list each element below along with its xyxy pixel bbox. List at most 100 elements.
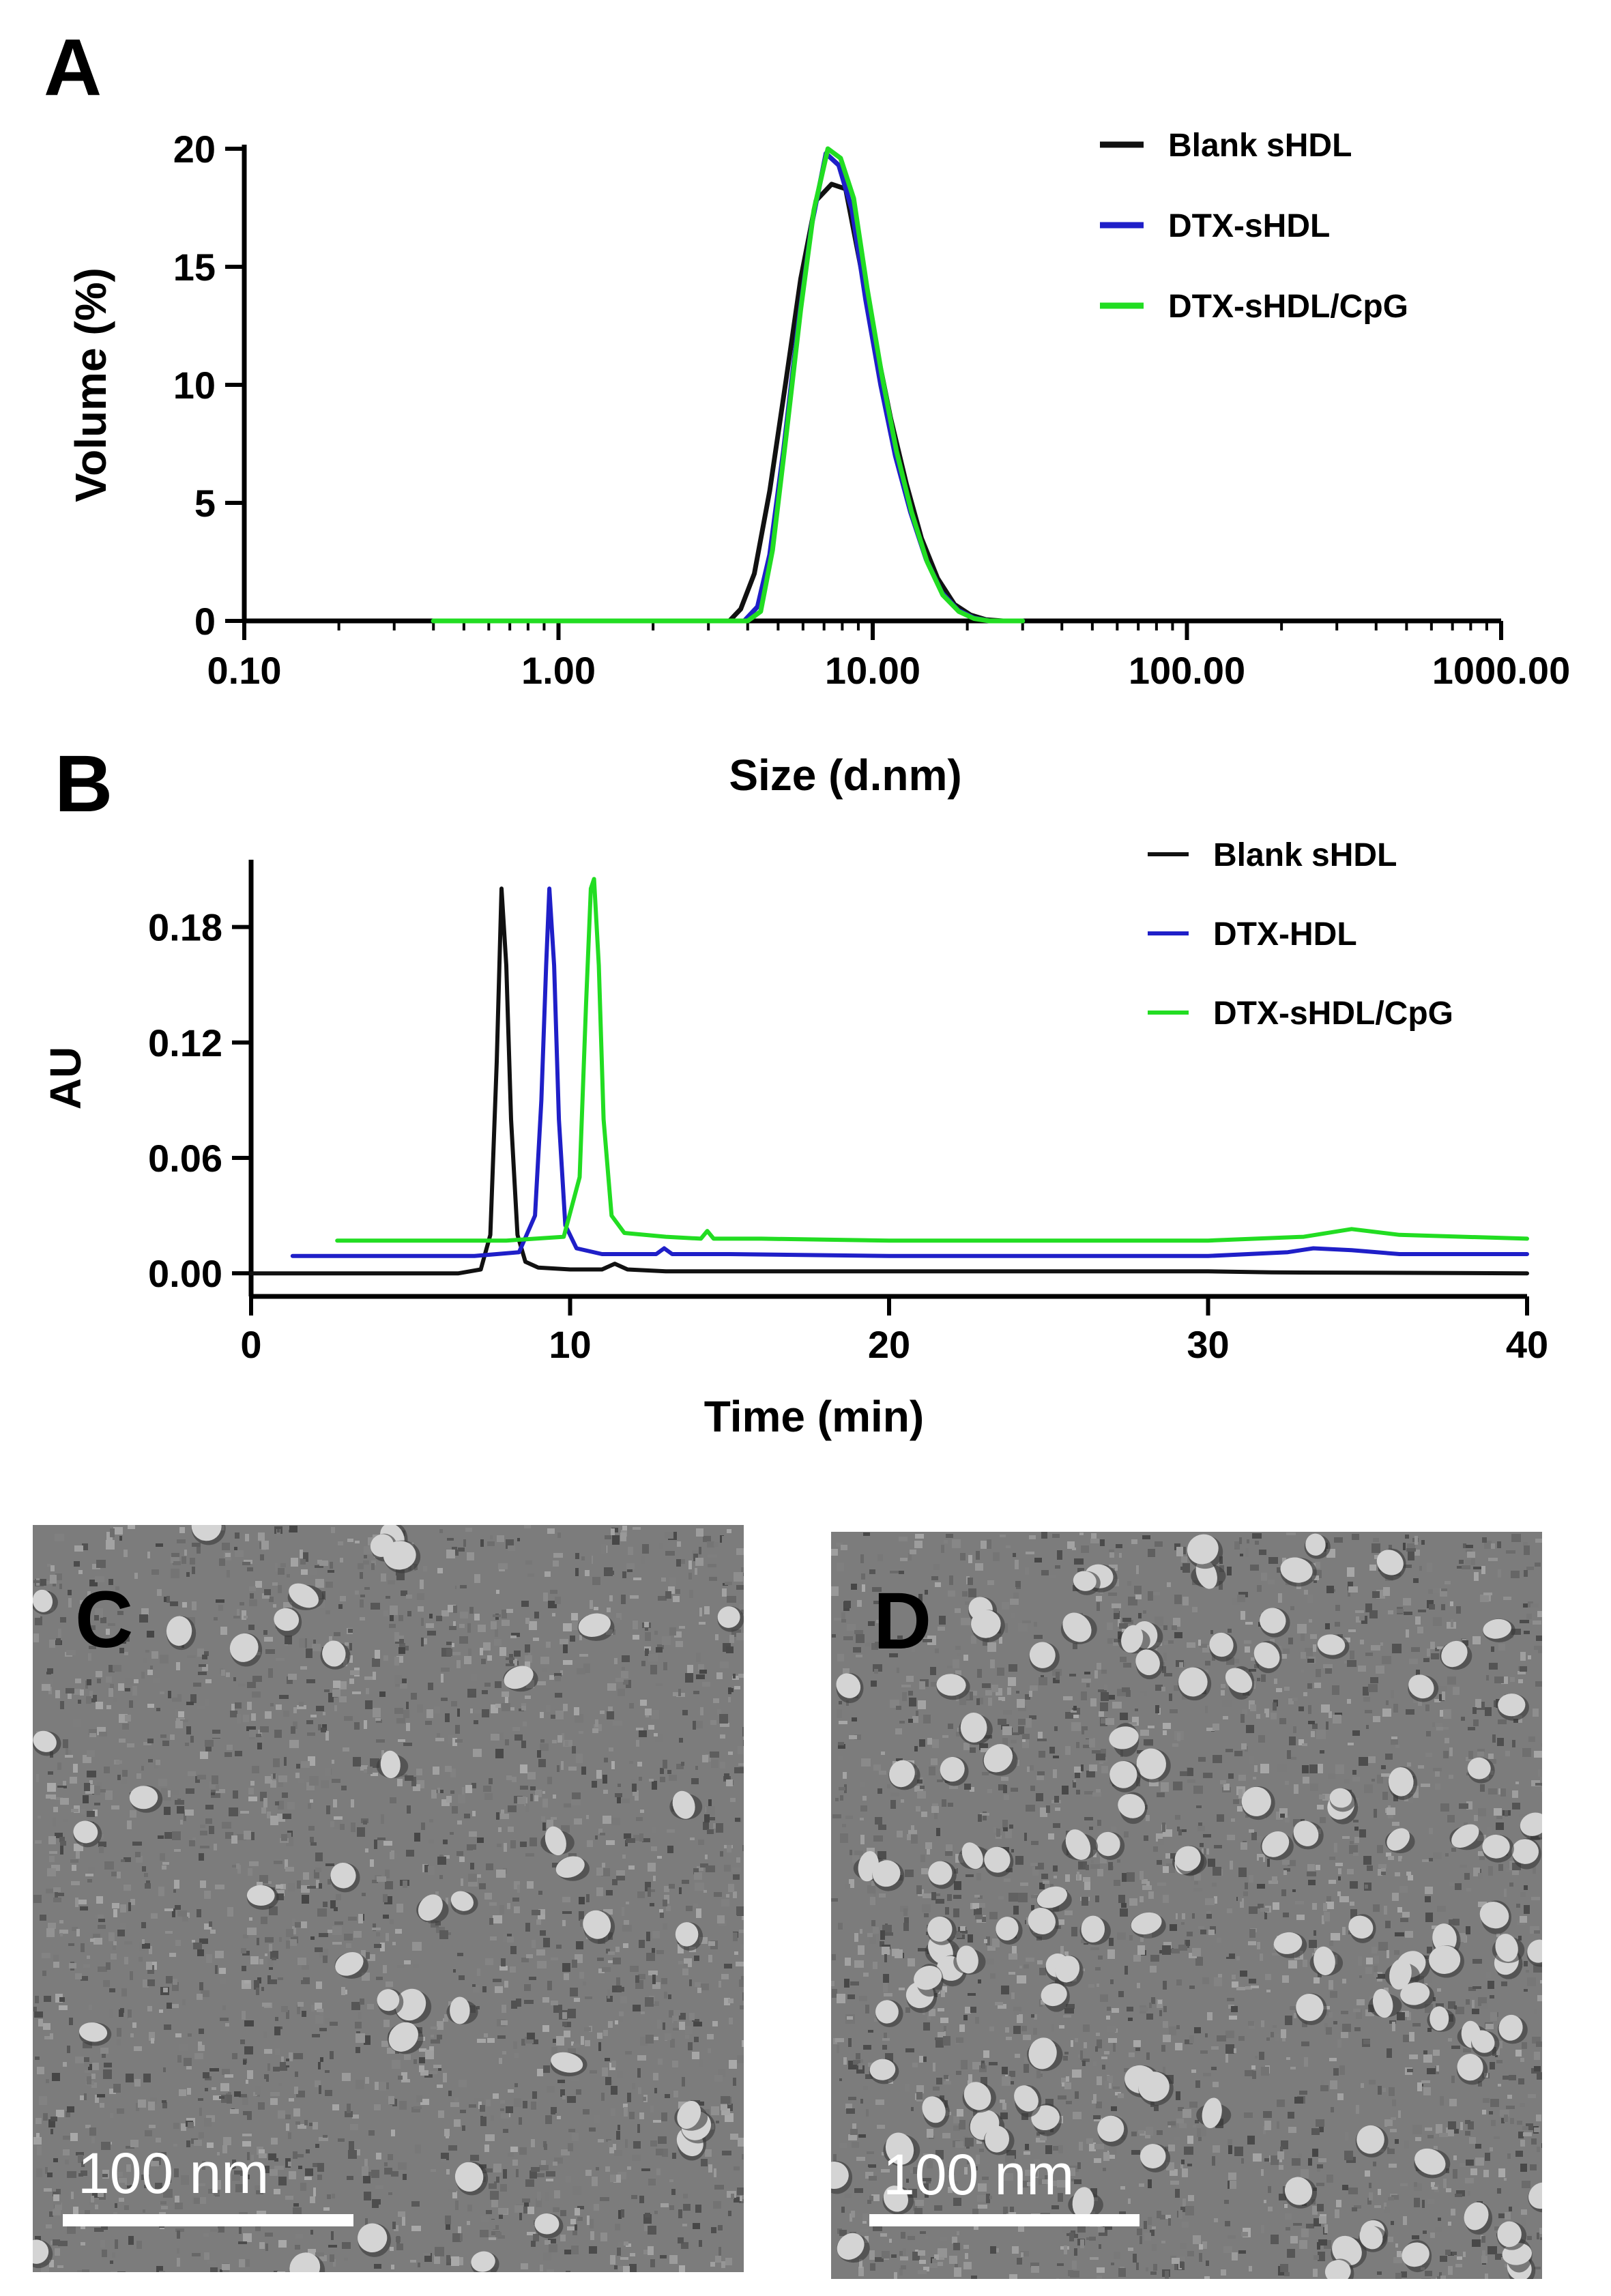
scale-bar-d [869, 2214, 1140, 2226]
y-tick-label: 5 [194, 482, 216, 525]
y-tick-label: 0 [194, 600, 216, 643]
particle [1498, 1694, 1526, 1717]
particle [454, 2162, 484, 2192]
legend-label: DTX-sHDL/CpG [1213, 996, 1453, 1032]
particle [1187, 1534, 1219, 1565]
particle [1511, 1839, 1539, 1864]
particle [1359, 2225, 1383, 2250]
x-tick-label: 10.00 [825, 649, 920, 692]
particle [1138, 2072, 1170, 2102]
particle [836, 1673, 861, 1698]
particle [1317, 1634, 1346, 1655]
particle [578, 1613, 611, 1637]
particle [395, 1988, 426, 2021]
particle [1209, 1632, 1234, 1657]
particle [936, 1674, 966, 1696]
particle [1280, 1557, 1313, 1583]
tem-image-d: D 100 nm [831, 1532, 1542, 2279]
particle [1479, 1902, 1509, 1929]
legend-label: DTX-sHDL/CpG [1168, 289, 1408, 325]
particle [1055, 1956, 1080, 1983]
particle [963, 2082, 991, 2110]
particle [1081, 1915, 1105, 1943]
scale-bar-label-d: 100 nm [883, 2142, 1075, 2207]
particle [1387, 1828, 1410, 1851]
particle [1388, 1767, 1414, 1797]
particle [1225, 1668, 1253, 1694]
particle [956, 1945, 978, 1974]
particle [555, 1856, 585, 1878]
particle [322, 1640, 346, 1667]
particle [418, 1894, 443, 1921]
particle [583, 1910, 611, 1939]
particle [1140, 2144, 1166, 2168]
particle [1062, 1612, 1092, 1642]
particle [289, 1583, 319, 1608]
tem-texture-c [33, 1525, 744, 2272]
particle [1527, 1939, 1542, 1963]
particle [1118, 1794, 1146, 1818]
particle [551, 2052, 583, 2073]
particle [869, 2059, 896, 2080]
particle [1121, 1625, 1144, 1653]
particle [1457, 2054, 1483, 2081]
particle [166, 1616, 192, 1646]
particle [1174, 1846, 1201, 1872]
particle [984, 1846, 1011, 1873]
particle [1073, 1571, 1097, 1591]
panel-letter-b: B [55, 739, 113, 829]
x-tick-label: 40 [1506, 1323, 1548, 1366]
y-tick-label: 0.00 [148, 1252, 222, 1295]
particle [677, 2101, 701, 2130]
particle [1241, 1786, 1271, 1816]
series-line [431, 146, 1026, 624]
particle [330, 1862, 356, 1889]
particle [1348, 1915, 1374, 1939]
particle [1202, 2097, 1222, 2129]
particle [1441, 1640, 1468, 1668]
particle [246, 1885, 275, 1906]
particle [1389, 1958, 1412, 1990]
chart-b-chromatogram: 0.00 0.06 0.12 0.18 0 10 20 30 40 Time (min) AU Bla… [41, 837, 1548, 1441]
particle [1451, 1824, 1479, 1848]
x-tick-label: 20 [868, 1323, 910, 1366]
particle [129, 1786, 158, 1810]
particle [33, 1730, 57, 1752]
particle [1467, 1757, 1491, 1779]
particle [1471, 2030, 1495, 2053]
particle [1314, 1946, 1335, 1975]
particle [831, 2161, 849, 2190]
chart-a-size-distribution: 0 5 10 15 20 0.10 1.00 10.00 100.00 1000.00 Size (… [66, 128, 1570, 800]
particle [380, 1750, 401, 1779]
particle [1028, 2037, 1057, 2069]
particle [1262, 1831, 1290, 1857]
particle [33, 2239, 49, 2264]
particle [1376, 1550, 1404, 1575]
tem-texture-d [831, 1532, 1542, 2279]
particle [885, 2132, 914, 2165]
particle [961, 1842, 983, 1870]
particle [837, 2233, 865, 2260]
series-line [335, 877, 1529, 1243]
particle [1096, 1831, 1120, 1857]
particle [1356, 2125, 1384, 2154]
particle [335, 1951, 364, 1976]
particle [274, 1608, 300, 1631]
series-line [290, 886, 1529, 1258]
particle [504, 1666, 534, 1689]
particle [1498, 2014, 1523, 2041]
particle [1372, 1988, 1393, 2018]
particle [1495, 1934, 1518, 1962]
particle [1097, 2115, 1124, 2142]
particle [388, 2022, 418, 2052]
particle [928, 1861, 953, 1885]
x-tick-label: 100.00 [1129, 649, 1245, 692]
particle [1464, 2202, 1489, 2230]
panel-letter-a: A [44, 23, 102, 113]
particle [191, 1525, 222, 1541]
x-tick-label: 0 [240, 1323, 261, 1366]
x-axis-title: Size (d.nm) [729, 751, 961, 800]
x-axis-title: Time (min) [704, 1392, 924, 1441]
y-tick-label: 0.06 [148, 1137, 222, 1180]
particle [971, 1610, 1001, 1638]
